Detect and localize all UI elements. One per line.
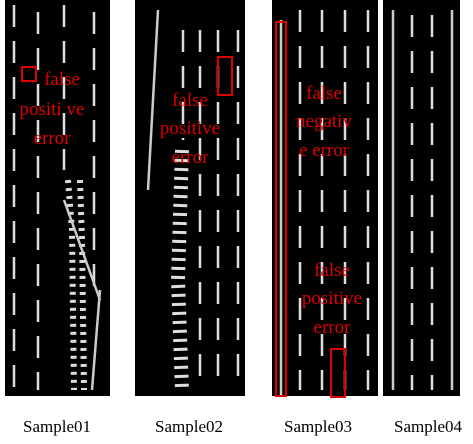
annotation: positive: [302, 288, 362, 309]
caption: Sample02: [155, 417, 223, 436]
caption: Sample04: [394, 417, 462, 436]
annotation: false: [306, 83, 342, 104]
annotation: false: [44, 69, 80, 90]
annotation: false: [314, 260, 350, 281]
panel: false negativ e error false positive err…: [272, 0, 378, 397]
annotation: error: [172, 147, 210, 168]
annotation: negativ: [296, 111, 352, 132]
caption: Sample01: [23, 417, 91, 436]
panel: false positi ve error: [5, 0, 110, 396]
panel: [383, 0, 460, 396]
annotation: error: [34, 128, 72, 149]
figure: false positi ve error false positive err…: [0, 0, 473, 444]
panel: false positive error: [135, 0, 245, 396]
annotation: positive: [160, 118, 220, 139]
annotation: false: [172, 90, 208, 111]
annotation: positi ve: [20, 99, 85, 120]
annotation: error: [314, 317, 352, 338]
caption: Sample03: [284, 417, 352, 436]
annotation: e error: [299, 140, 350, 161]
